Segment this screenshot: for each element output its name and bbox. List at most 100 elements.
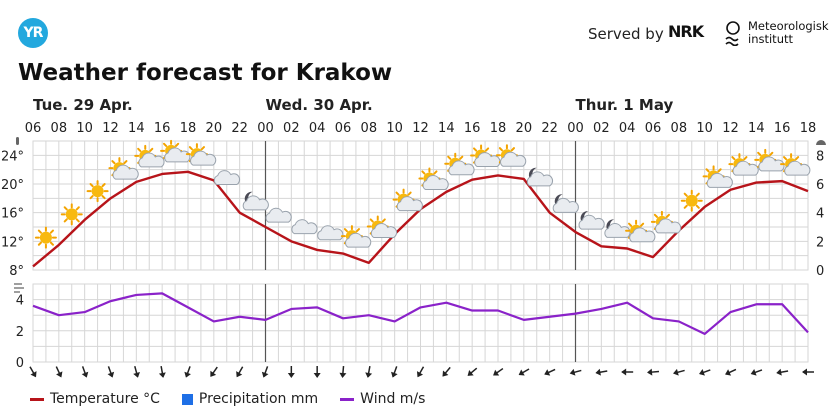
arrow-head [802, 368, 807, 376]
sun-ray [111, 160, 116, 165]
wind-direction-arrow [210, 366, 218, 377]
arrow-head [261, 371, 269, 378]
partly-cloudy-day-icon [728, 153, 759, 176]
hour-tick-label: 00 [567, 121, 584, 136]
sun-ray [395, 191, 400, 196]
partly-cloudy-day-icon [650, 210, 682, 234]
sun-ray [37, 241, 42, 246]
cloudy-icon [265, 207, 292, 223]
yr-logo: YR [18, 18, 48, 48]
hour-tick-label: 18 [180, 121, 197, 136]
hour-tick-label: 16 [464, 121, 481, 136]
sun-ray [683, 192, 688, 197]
sun-ray [89, 195, 94, 200]
wind-direction-arrow [802, 368, 814, 376]
cloud-shape [500, 151, 527, 167]
arrow-head [365, 372, 373, 378]
hour-tick-label: 10 [696, 121, 713, 136]
wind-direction-arrow [55, 366, 63, 378]
hour-tick-label: 06 [645, 121, 662, 136]
sun-ray [188, 146, 193, 151]
cloud-shape [552, 197, 579, 213]
temp-y-tick-label: 12° [1, 235, 24, 250]
partly-cloudy-day-icon [754, 148, 785, 172]
precip-y-tick-label: 8 [816, 149, 824, 164]
arrow-head [184, 371, 191, 378]
wind-direction-arrow [365, 365, 373, 378]
cloudy-icon [317, 225, 344, 241]
hour-tick-label: 14 [748, 121, 765, 136]
sun-ray [63, 218, 68, 223]
sun-ray [695, 192, 700, 197]
temperature-swatch [30, 397, 44, 401]
cloud-shape [422, 175, 449, 190]
day-label: Thur. 1 May [576, 96, 674, 114]
wind-direction-arrow [699, 369, 711, 376]
sun-ray [433, 170, 438, 175]
cloud-shape [370, 223, 398, 238]
wind-direction-arrow [673, 368, 685, 376]
arrow-head [339, 372, 347, 378]
wind-direction-arrow [442, 366, 451, 377]
partly-cloudy-day-icon [366, 215, 398, 238]
wind-direction-arrow [107, 366, 115, 378]
cloud-shape [213, 170, 241, 186]
hour-tick-label: 10 [386, 121, 403, 136]
chart-legend: Temperature °C Precipitation mm Wind m/s [30, 391, 425, 407]
arrow-head [442, 370, 449, 377]
arrow-head [210, 370, 217, 377]
sun-ray [640, 222, 645, 227]
wind-direction-arrow [569, 368, 582, 376]
sun-disc [39, 231, 52, 244]
sun-ray [89, 183, 94, 188]
umbrella-icon [816, 140, 826, 145]
partly-cloudy-day-icon [444, 152, 475, 176]
day-label: Wed. 30 Apr. [266, 96, 373, 114]
partly-cloudy-night-icon [578, 211, 605, 230]
precipitation-swatch [181, 393, 193, 405]
partly-cloudy-night-icon [604, 219, 631, 238]
arrow-head [647, 368, 653, 376]
hour-tick-label: 12 [102, 121, 119, 136]
arrow-head [30, 371, 37, 378]
hour-tick-label: 14 [128, 121, 145, 136]
wind-direction-arrow [313, 366, 321, 378]
nrk-logo: NRK [668, 22, 704, 41]
arrow-head [467, 369, 474, 376]
met-institute-icon [725, 21, 740, 46]
sun-ray [421, 170, 426, 175]
cloudy-icon [213, 170, 241, 186]
hour-tick-label: 00 [257, 121, 274, 136]
wind-direction-arrow [391, 366, 398, 378]
wind-symbol-icon [14, 283, 24, 293]
cloud-shape [317, 225, 344, 241]
hour-tick-label: 22 [541, 121, 558, 136]
hour-tick-label: 14 [438, 121, 455, 136]
sun-ray [343, 228, 348, 233]
arrow-head [133, 372, 140, 378]
legend-temperature-label: Temperature °C [50, 391, 160, 407]
partly-cloudy-day-icon [702, 165, 733, 188]
legend-temperature: Temperature °C [30, 391, 160, 407]
sun-ray [407, 191, 412, 196]
wind-direction-arrow [416, 366, 425, 378]
sun-ray [757, 151, 762, 156]
cloud-shape [345, 232, 372, 248]
sun-ray [369, 218, 374, 223]
arrow-head [518, 369, 525, 376]
sun-ray [665, 213, 670, 218]
sun-ray [149, 147, 154, 152]
partly-cloudy-day-icon [392, 188, 423, 212]
arrow-head [107, 371, 115, 378]
cloudy-icon [291, 219, 318, 235]
sun-ray [75, 218, 80, 223]
temp-y-tick-label: 8° [9, 264, 24, 279]
cloud-shape [732, 160, 759, 176]
hour-tick-label: 04 [309, 121, 326, 136]
met-line2: institutt [748, 32, 793, 46]
sun-ray [731, 156, 736, 161]
wind-direction-arrow [776, 368, 789, 376]
wind-direction-arrow [595, 368, 608, 376]
day-label: Tue. 29 Apr. [33, 96, 133, 114]
temp-y-tick-label: 20° [1, 178, 24, 193]
